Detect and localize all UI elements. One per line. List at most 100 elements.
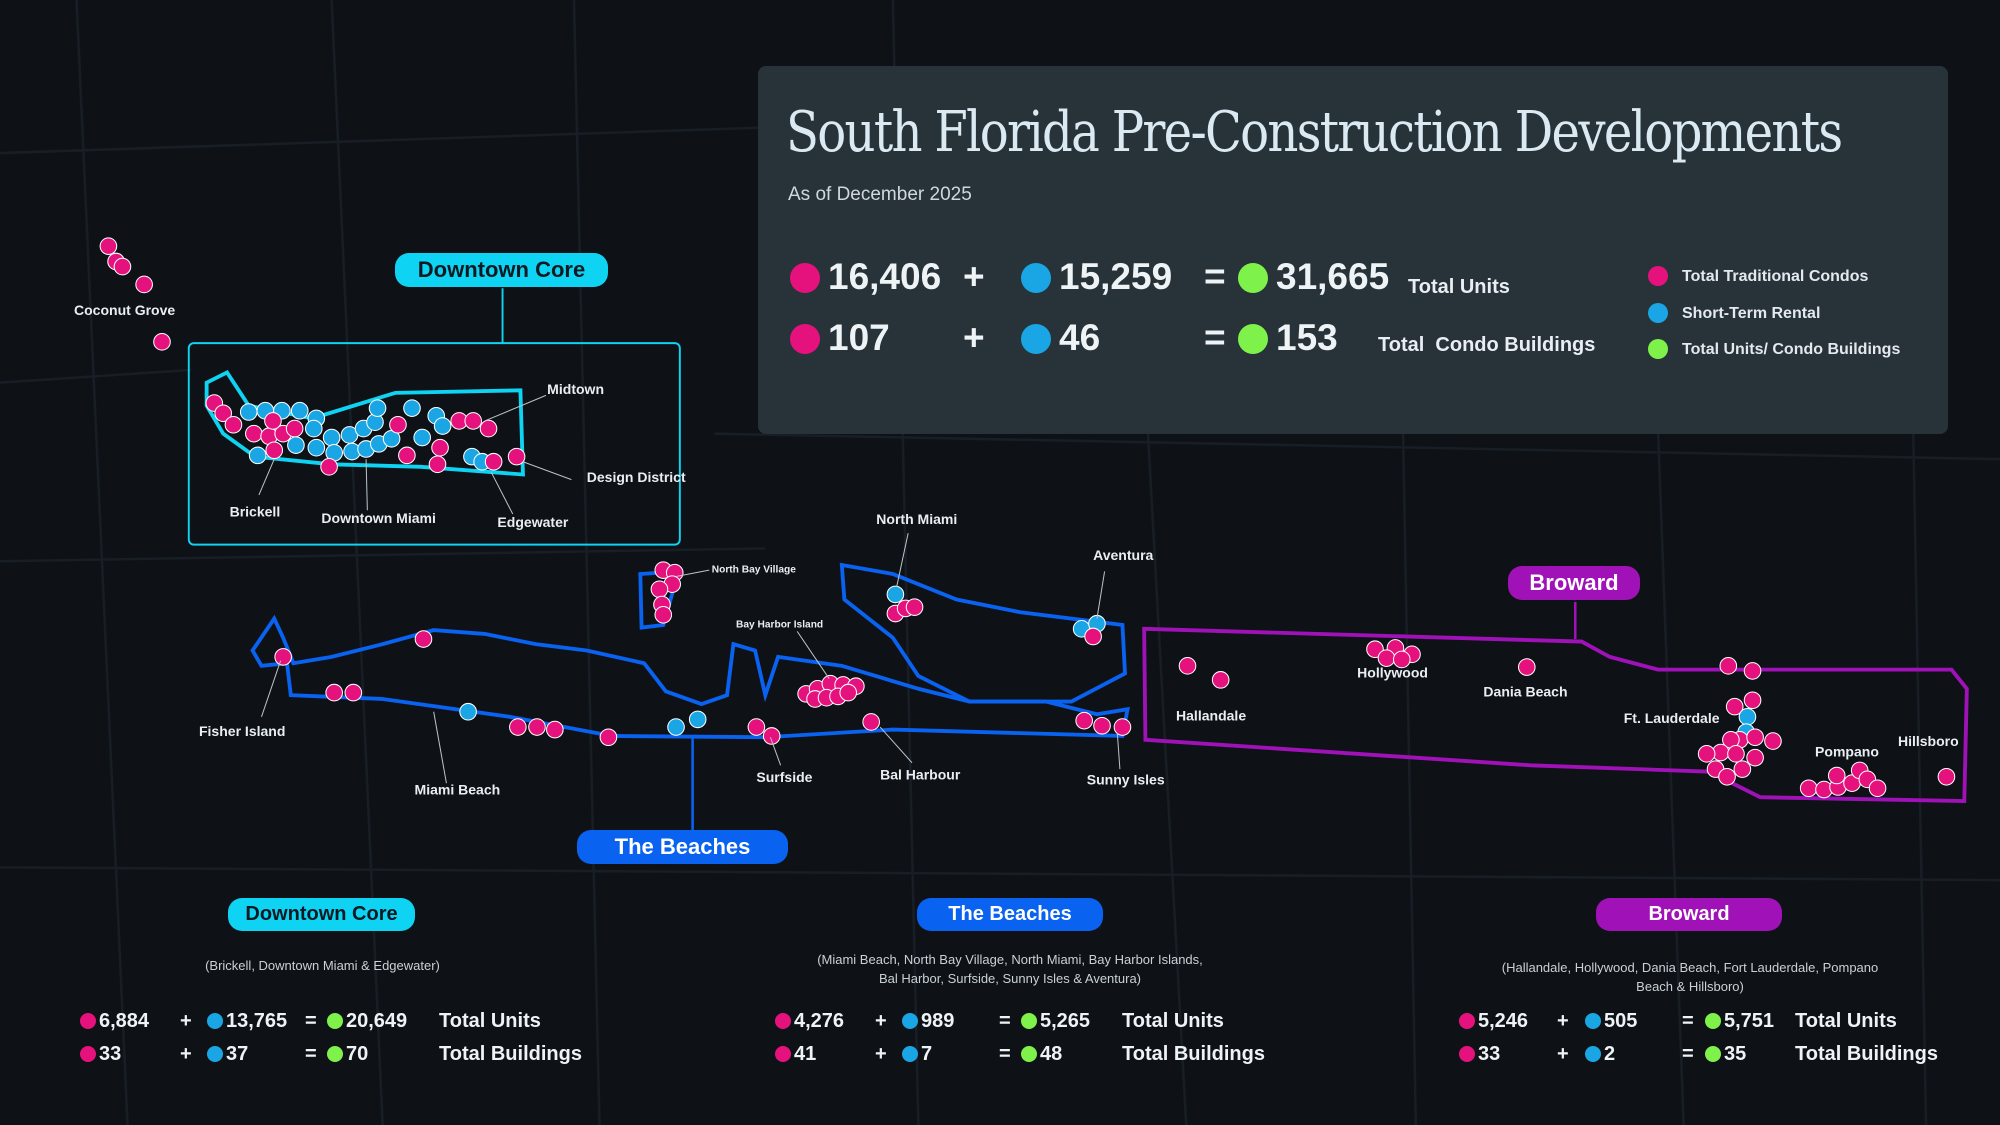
traditional-condo-marker — [1746, 748, 1764, 767]
traditional-condo-marker — [1743, 662, 1762, 680]
map-label-the-beaches: The Beaches — [577, 830, 788, 864]
region-units-total: 5,751 — [1705, 1010, 1774, 1033]
blue-dot-icon — [1021, 263, 1051, 293]
total-str-units: 15,259 — [1021, 256, 1172, 298]
equals-sign: = — [1682, 1043, 1694, 1065]
region-buildings-str: 37 — [207, 1043, 248, 1066]
total-traditional-units: 16,406 — [790, 256, 941, 298]
short-term-rental-marker — [688, 710, 707, 729]
traditional-condo-marker — [839, 683, 858, 702]
place-label: Bal Harbour — [880, 766, 961, 782]
place-label: Sunny Isles — [1087, 771, 1165, 787]
region-buildings-label: Total Buildings — [1795, 1043, 1938, 1065]
traditional-condo-marker — [1211, 671, 1230, 689]
beaches-outline — [250, 614, 1130, 740]
short-term-rental-marker — [433, 417, 452, 435]
plus-sign: + — [963, 256, 985, 297]
traditional-condo-marker — [1718, 767, 1736, 786]
place-label: Bay Harbor Island — [736, 620, 823, 631]
summary-panel: South Florida Pre-Construction Developme… — [758, 66, 1948, 434]
short-term-rental-marker — [287, 436, 305, 454]
region-buildings-traditional: 33 — [80, 1043, 121, 1066]
traditional-condo-marker — [1799, 779, 1818, 798]
traditional-condo-marker — [1868, 779, 1887, 798]
traditional-condo-marker — [546, 720, 564, 739]
total-buildings: 153 — [1238, 317, 1338, 359]
green-dot-icon — [1238, 324, 1268, 354]
place-label: Downtown Miami — [321, 510, 435, 526]
blue-dot-icon — [1585, 1013, 1601, 1029]
total-str-buildings: 46 — [1021, 317, 1100, 359]
place-label: Hallandale — [1176, 708, 1246, 724]
region-pill-broward: Broward — [1596, 898, 1782, 931]
plus-sign: + — [180, 1043, 192, 1065]
green-dot-icon — [327, 1046, 343, 1062]
short-term-rental-marker — [368, 399, 387, 417]
place-label: Pompano — [1815, 743, 1879, 759]
region-units-traditional: 4,276 — [775, 1010, 844, 1033]
equals-sign: = — [1204, 256, 1226, 297]
traditional-condo-marker — [509, 718, 527, 736]
region-buildings-traditional: 33 — [1459, 1043, 1500, 1066]
pink-dot-icon — [790, 324, 820, 354]
region-units-traditional: 5,246 — [1459, 1010, 1528, 1033]
region-units-traditional: 6,884 — [80, 1010, 149, 1033]
place-label: Aventura — [1093, 547, 1153, 563]
plus-sign: + — [875, 1043, 887, 1065]
blue-dot-icon — [902, 1013, 918, 1029]
region-units-label: Total Units — [1795, 1010, 1897, 1032]
traditional-condo-marker — [245, 424, 263, 443]
pink-dot-icon — [790, 263, 820, 293]
traditional-condo-marker — [1727, 745, 1745, 763]
traditional-condo-marker — [1733, 760, 1752, 778]
page-title: South Florida Pre-Construction Developme… — [786, 100, 1843, 165]
traditional-condo-marker — [389, 415, 407, 434]
pink-dot-icon — [775, 1046, 791, 1062]
region-description-downtown: (Brickell, Downtown Miami & Edgewater) — [205, 958, 440, 973]
region-units-str: 505 — [1585, 1010, 1637, 1033]
traditional-condo-marker — [431, 438, 449, 457]
traditional-condo-marker — [1937, 767, 1956, 786]
pink-dot-icon — [80, 1013, 96, 1029]
traditional-condo-marker — [344, 683, 363, 702]
equals-sign: = — [999, 1043, 1011, 1065]
region-units-total: 20,649 — [327, 1010, 407, 1033]
traditional-condo-marker — [414, 630, 433, 648]
map-label-downtown-core: Downtown Core — [395, 253, 608, 287]
short-term-rental-marker — [413, 428, 431, 447]
traditional-condo-marker — [1178, 657, 1197, 675]
plus-sign: + — [180, 1010, 192, 1032]
traditional-condo-marker — [214, 404, 233, 423]
place-labels: Coconut Grove Midtown Design District Br… — [74, 302, 1959, 798]
blue-dot-icon — [1648, 303, 1668, 323]
traditional-condo-marker — [153, 333, 171, 351]
traditional-condo-marker — [650, 580, 669, 599]
traditional-condo-marker — [135, 275, 153, 294]
traditional-condo-marker — [464, 412, 483, 430]
place-label: Brickell — [230, 504, 281, 520]
traditional-condo-marker — [1075, 711, 1093, 730]
traditional-condo-marker — [1517, 658, 1536, 676]
pink-dot-icon — [1459, 1013, 1475, 1029]
traditional-condo-marker — [1746, 728, 1764, 747]
traditional-condo-marker — [1725, 697, 1744, 716]
region-buildings-label: Total Buildings — [1122, 1043, 1265, 1065]
traditional-condo-marker — [1093, 716, 1111, 735]
traditional-condo-marker — [264, 412, 282, 430]
blue-dot-icon — [207, 1046, 223, 1062]
region-buildings-traditional: 41 — [775, 1043, 816, 1066]
equals-sign: = — [1682, 1010, 1694, 1032]
green-dot-icon — [1705, 1046, 1721, 1062]
traditional-condo-marker — [905, 598, 924, 616]
north-miami-outline — [839, 562, 1127, 704]
downtown-inset-box — [187, 342, 681, 546]
traditional-condo-marker — [479, 419, 498, 438]
region-buildings-label: Total Buildings — [439, 1043, 582, 1065]
traditional-condo-marker — [599, 728, 618, 747]
total-units: 31,665 — [1238, 256, 1389, 298]
traditional-condo-marker — [1719, 657, 1738, 675]
plus-sign: + — [1557, 1010, 1569, 1032]
place-label: Hollywood — [1357, 664, 1428, 680]
